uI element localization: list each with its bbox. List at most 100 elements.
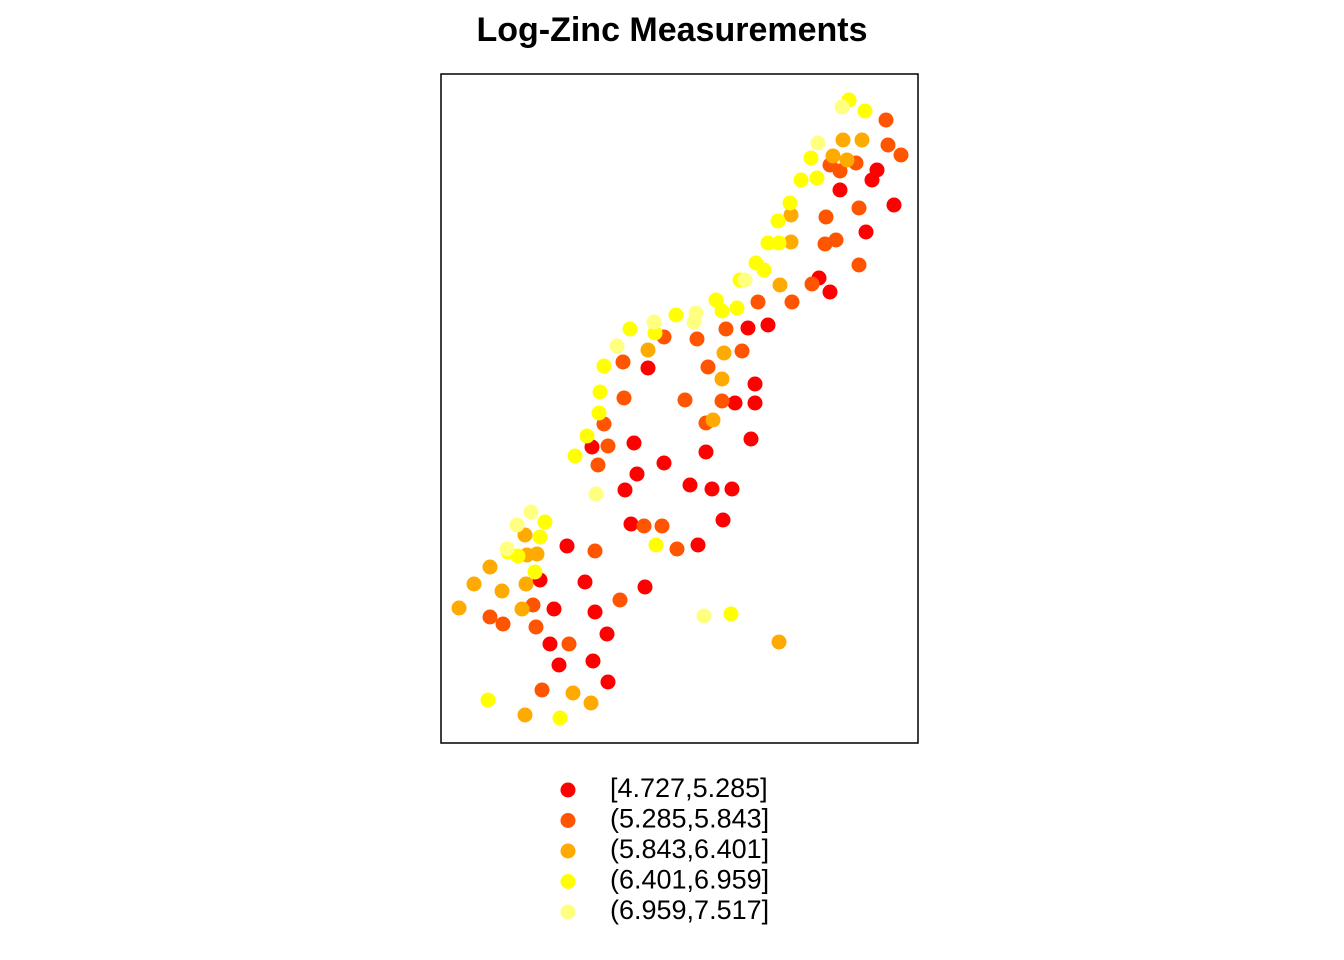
data-point <box>772 277 788 293</box>
data-point <box>689 331 705 347</box>
data-point <box>704 481 720 497</box>
data-point <box>656 455 672 471</box>
data-point <box>523 504 539 520</box>
data-point <box>770 213 786 229</box>
data-point <box>740 320 756 336</box>
data-point <box>771 235 787 251</box>
data-point <box>760 235 776 251</box>
data-point <box>585 653 601 669</box>
data-point <box>690 537 706 553</box>
data-point <box>537 514 553 530</box>
plot-frame <box>440 73 919 744</box>
data-point <box>629 466 645 482</box>
data-point <box>756 262 772 278</box>
data-point <box>723 606 739 622</box>
data-point <box>528 619 544 635</box>
data-point <box>809 170 825 186</box>
data-point <box>529 546 545 562</box>
data-point <box>612 592 628 608</box>
data-point <box>588 486 604 502</box>
data-point <box>716 345 732 361</box>
data-point <box>714 303 730 319</box>
data-point <box>839 152 855 168</box>
data-point <box>579 428 595 444</box>
data-point <box>636 518 652 534</box>
data-point <box>518 576 534 592</box>
data-point <box>551 657 567 673</box>
legend-marker <box>560 813 576 828</box>
data-point <box>640 360 656 376</box>
data-point <box>729 300 745 316</box>
data-point <box>577 574 593 590</box>
data-point <box>592 384 608 400</box>
data-point <box>698 444 714 460</box>
data-point <box>637 579 653 595</box>
data-point <box>510 548 526 564</box>
data-point <box>682 477 698 493</box>
data-point <box>622 321 638 337</box>
data-point <box>828 232 844 248</box>
data-point <box>724 481 740 497</box>
data-point <box>825 148 841 164</box>
data-point <box>727 395 743 411</box>
data-point <box>857 103 873 119</box>
data-point <box>705 412 721 428</box>
data-point <box>810 135 826 151</box>
data-point <box>835 132 851 148</box>
data-point <box>599 626 615 642</box>
data-point <box>451 600 467 616</box>
data-point <box>648 537 664 553</box>
data-point <box>804 276 820 292</box>
data-point <box>587 543 603 559</box>
data-point <box>834 99 850 115</box>
chart-title: Log-Zinc Measurements <box>476 11 867 49</box>
legend-label: (5.285,5.843] <box>610 804 769 834</box>
legend-label: (6.959,7.517] <box>610 895 769 925</box>
data-point <box>715 512 731 528</box>
data-point <box>783 234 799 250</box>
data-point <box>480 692 496 708</box>
legend-marker <box>560 874 576 889</box>
data-point <box>561 636 577 652</box>
data-point <box>880 137 896 153</box>
data-point <box>482 559 498 575</box>
data-point <box>517 707 533 723</box>
data-point <box>565 685 581 701</box>
data-point <box>514 601 530 617</box>
data-point <box>793 172 809 188</box>
legend-label: [4.727,5.285] <box>610 773 768 803</box>
data-point <box>832 182 848 198</box>
data-point <box>783 207 799 223</box>
data-point <box>590 457 606 473</box>
data-point <box>886 197 902 213</box>
data-point <box>878 112 894 128</box>
data-point <box>587 604 603 620</box>
data-point <box>822 284 838 300</box>
data-point <box>495 616 511 632</box>
data-point <box>714 393 730 409</box>
data-point <box>654 518 670 534</box>
data-point <box>615 354 631 370</box>
data-point <box>494 583 510 599</box>
data-point <box>714 371 730 387</box>
data-point <box>532 529 548 545</box>
data-point <box>858 224 874 240</box>
data-point <box>737 272 753 288</box>
data-point <box>696 608 712 624</box>
data-point <box>596 358 612 374</box>
data-point <box>546 601 562 617</box>
data-point <box>700 359 716 375</box>
data-point <box>616 390 632 406</box>
data-point <box>567 448 583 464</box>
data-point <box>646 314 662 330</box>
data-point <box>640 342 656 358</box>
data-point <box>600 438 616 454</box>
data-point <box>559 538 575 554</box>
data-point <box>818 209 834 225</box>
data-point <box>466 576 482 592</box>
data-point <box>617 482 633 498</box>
data-point <box>647 325 663 341</box>
data-point <box>851 200 867 216</box>
